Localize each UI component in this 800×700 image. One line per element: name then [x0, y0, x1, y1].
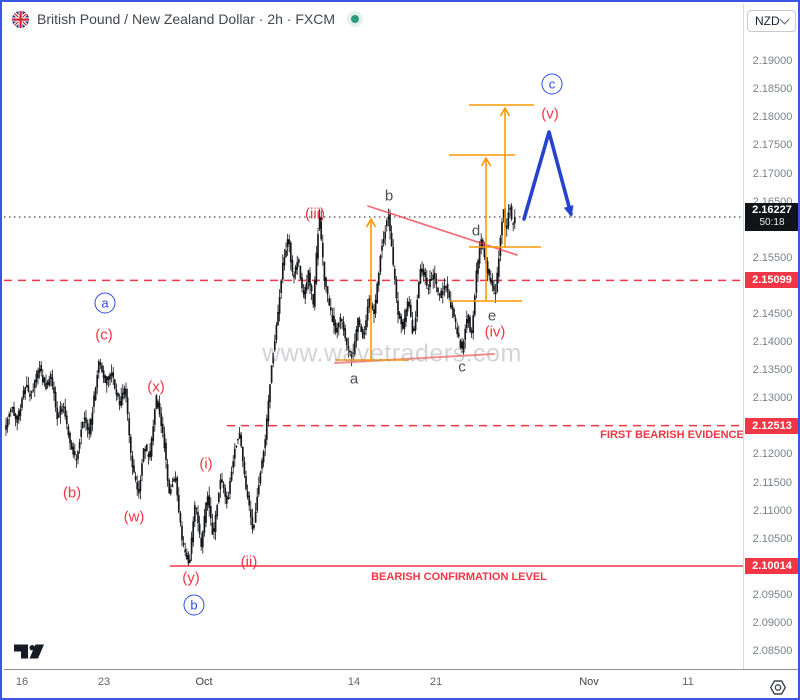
price-tick-label: 2.17000 — [752, 167, 793, 180]
price-tick-label: 2.15500 — [752, 251, 793, 264]
wave-label-b-circle[interactable]: b — [183, 594, 205, 616]
price-tick-label: 2.12000 — [752, 448, 793, 461]
price-tick-label: 2.17500 — [752, 139, 793, 152]
wave-label-iv-red[interactable]: (iv) — [484, 323, 506, 341]
price-tick-label: 2.08500 — [752, 645, 793, 658]
wave-label-a-dark[interactable]: a — [349, 370, 359, 388]
wave-label-d-dark[interactable]: d — [471, 222, 481, 240]
price-tick-label: 2.13500 — [752, 364, 793, 377]
price-tick-label: 2.11000 — [753, 504, 792, 517]
market-status-icon[interactable] — [347, 11, 363, 27]
wave-label-c-red[interactable]: (c) — [95, 326, 113, 344]
current-price-label: 2.16227 50:18 — [745, 203, 798, 231]
bar-countdown: 50:18 — [759, 217, 785, 228]
price-tick-label: 2.14500 — [752, 308, 793, 320]
wave-label-e-dark[interactable]: e — [487, 307, 497, 325]
time-tick-label: 14 — [347, 676, 361, 688]
time-tick-label: Oct — [195, 676, 213, 688]
price-tick-label: 2.11500 — [753, 476, 792, 489]
time-tick-label: 16 — [15, 676, 29, 688]
ohlc-bar-bodies[interactable] — [5, 206, 516, 564]
price-tick-label: 2.19000 — [752, 55, 793, 68]
time-tick-label: Nov — [579, 676, 599, 688]
wave-label-c-circle[interactable]: c — [541, 73, 563, 95]
chevron-down-icon — [779, 14, 790, 25]
watermark: www.wavetraders.com — [262, 339, 522, 368]
wave-label-a-circle[interactable]: a — [94, 292, 116, 314]
price-tick-label: 2.18000 — [752, 111, 793, 124]
price-tick-label: 2.18500 — [752, 83, 793, 96]
time-axis[interactable]: 16 23 Oct 14 21 Nov 11 — [4, 669, 798, 696]
bearish-confirmation-line-label[interactable]: BEARISH CONFIRMATION LEVEL — [371, 571, 547, 583]
current-price-value: 2.16227 — [752, 204, 792, 216]
first-bearish-evidence-line-label[interactable]: FIRST BEARISH EVIDENCE — [600, 429, 744, 441]
wave-label-iii-red[interactable]: (iii) — [305, 205, 325, 223]
wave-label-ii-red[interactable]: (ii) — [240, 553, 258, 571]
wave-label-b-red[interactable]: (b) — [62, 484, 82, 502]
measured-move-arrow-1[interactable] — [335, 218, 409, 361]
time-tick-label: 11 — [682, 676, 694, 688]
wave-label-y-red[interactable]: (y) — [182, 569, 200, 587]
projection-arrow[interactable] — [522, 130, 574, 221]
symbol-title[interactable]: British Pound / New Zealand Dollar · 2h … — [37, 11, 335, 27]
alert-price-label: 2.12513 — [745, 417, 798, 434]
time-tick-label: 21 — [429, 676, 443, 688]
price-axis[interactable]: 2.16227 50:18 2.19000 2.18500 2.18000 2.175… — [743, 4, 798, 670]
currency-selector-button[interactable]: NZD — [747, 10, 796, 32]
wave-label-b-dark[interactable]: b — [384, 187, 394, 205]
wave-label-c-dark[interactable]: c — [458, 358, 466, 376]
measured-move-arrow-3[interactable] — [469, 104, 541, 248]
gbp-nzd-flag-icon — [12, 10, 29, 28]
symbol-header[interactable]: British Pound / New Zealand Dollar · 2h … — [12, 8, 363, 30]
price-tick-label: 2.09500 — [752, 588, 793, 601]
measured-move-arrow-2[interactable] — [449, 154, 522, 302]
ohlc-bar-wicks[interactable] — [5, 203, 516, 566]
projection-arrowhead — [563, 205, 574, 218]
wave-label-x-red[interactable]: (x) — [147, 378, 165, 396]
axis-settings-icon[interactable] — [766, 678, 790, 698]
wave-label-v-red[interactable]: (v) — [541, 105, 559, 123]
price-tick-label: 2.13000 — [752, 392, 793, 405]
wave-label-w-red[interactable]: (w) — [123, 508, 145, 526]
triangle-lower-trendline[interactable] — [334, 353, 495, 364]
price-tick-label: 2.09000 — [752, 616, 793, 629]
alert-price-label: 2.15099 — [745, 272, 798, 289]
time-tick-label: 23 — [97, 676, 111, 688]
tradingview-logo[interactable] — [14, 643, 45, 661]
currency-selector-label: NZD — [755, 14, 780, 28]
alert-price-label: 2.10014 — [745, 557, 798, 574]
price-tick-label: 2.14000 — [752, 336, 793, 349]
wave-label-i-red[interactable]: (i) — [199, 455, 213, 473]
price-tick-label: 2.10500 — [752, 532, 793, 545]
